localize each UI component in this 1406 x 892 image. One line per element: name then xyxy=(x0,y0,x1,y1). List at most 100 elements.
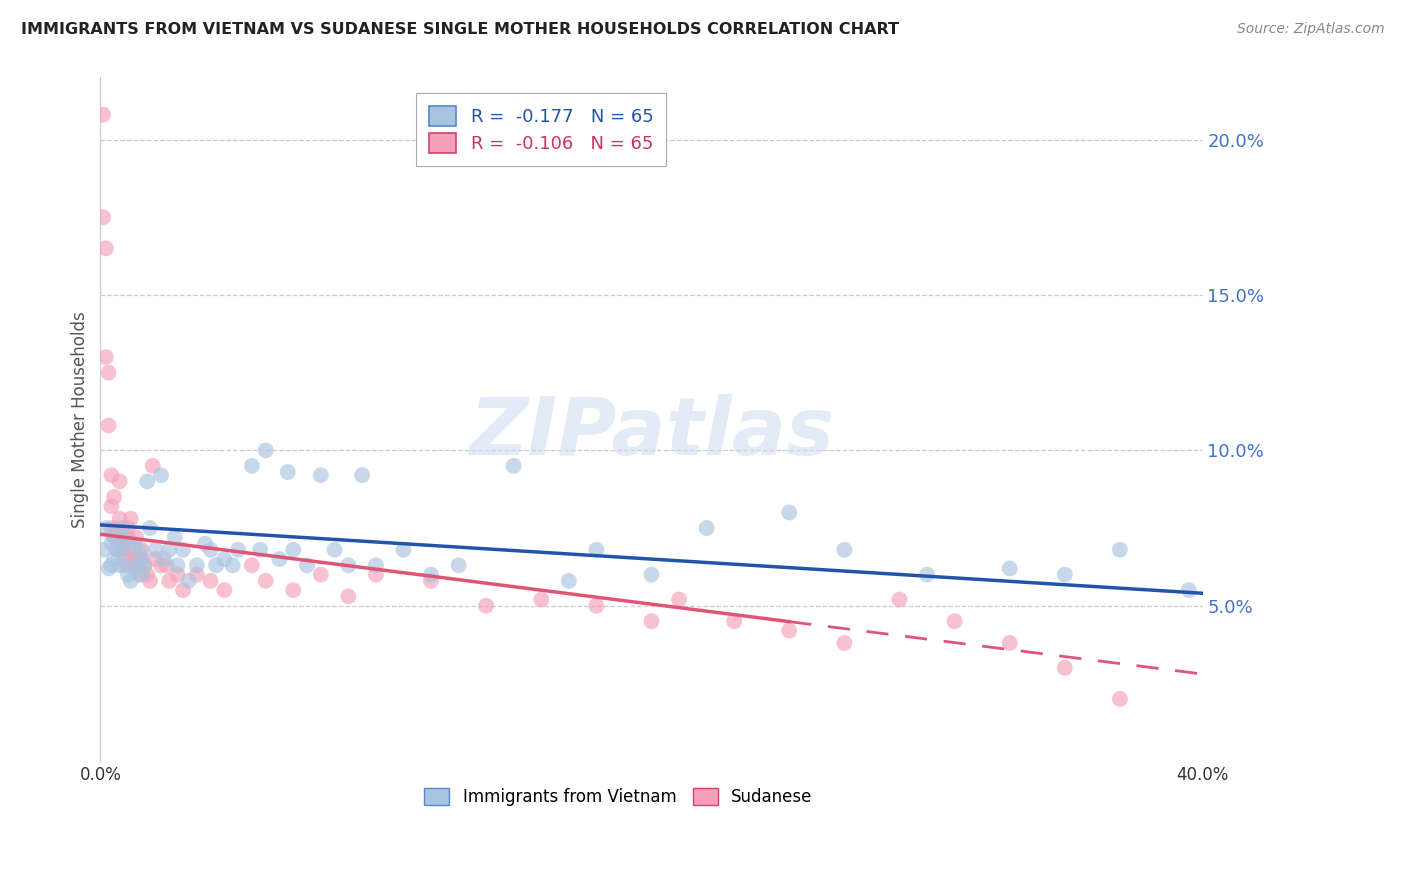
Point xyxy=(530,592,553,607)
Point xyxy=(125,552,148,566)
Point xyxy=(668,592,690,607)
Point xyxy=(194,536,217,550)
Point xyxy=(131,552,153,566)
Point xyxy=(834,542,856,557)
Point xyxy=(778,624,800,638)
Point xyxy=(205,558,228,573)
Point xyxy=(214,583,236,598)
Point xyxy=(221,558,243,573)
Point xyxy=(94,521,117,535)
Point xyxy=(122,558,145,573)
Point xyxy=(943,614,966,628)
Point xyxy=(94,241,117,255)
Point xyxy=(323,542,346,557)
Point xyxy=(778,506,800,520)
Point xyxy=(172,542,194,557)
Point xyxy=(100,500,122,514)
Point xyxy=(103,530,125,544)
Point xyxy=(723,614,745,628)
Point xyxy=(134,558,156,573)
Point xyxy=(100,558,122,573)
Point xyxy=(139,574,162,588)
Point xyxy=(337,558,360,573)
Point xyxy=(103,530,125,544)
Point xyxy=(157,542,180,557)
Point xyxy=(114,558,136,573)
Point xyxy=(114,533,136,548)
Point xyxy=(105,542,128,557)
Point xyxy=(149,558,172,573)
Text: IMMIGRANTS FROM VIETNAM VS SUDANESE SINGLE MOTHER HOUSEHOLDS CORRELATION CHART: IMMIGRANTS FROM VIETNAM VS SUDANESE SING… xyxy=(21,22,898,37)
Point xyxy=(226,542,249,557)
Point xyxy=(136,475,159,489)
Point xyxy=(214,552,236,566)
Point xyxy=(145,552,167,566)
Point xyxy=(152,552,174,566)
Point xyxy=(420,567,443,582)
Point xyxy=(889,592,911,607)
Point xyxy=(640,567,662,582)
Point xyxy=(1109,692,1132,706)
Point xyxy=(125,561,148,575)
Point xyxy=(155,558,177,573)
Point xyxy=(128,567,150,582)
Point xyxy=(149,468,172,483)
Point xyxy=(117,567,139,582)
Point xyxy=(100,536,122,550)
Point xyxy=(186,558,208,573)
Point xyxy=(283,583,305,598)
Point xyxy=(269,552,291,566)
Text: Source: ZipAtlas.com: Source: ZipAtlas.com xyxy=(1237,22,1385,37)
Legend: Immigrants from Vietnam, Sudanese: Immigrants from Vietnam, Sudanese xyxy=(416,780,821,814)
Point xyxy=(108,527,131,541)
Point xyxy=(103,552,125,566)
Point xyxy=(998,561,1021,575)
Point xyxy=(558,574,581,588)
Point xyxy=(337,590,360,604)
Point xyxy=(145,542,167,557)
Point xyxy=(108,475,131,489)
Point xyxy=(447,558,470,573)
Point xyxy=(240,458,263,473)
Point xyxy=(117,558,139,573)
Point xyxy=(295,558,318,573)
Point xyxy=(111,542,134,557)
Point xyxy=(120,511,142,525)
Point xyxy=(585,599,607,613)
Point xyxy=(91,108,114,122)
Point xyxy=(352,468,374,483)
Point xyxy=(91,211,114,225)
Point xyxy=(100,468,122,483)
Point xyxy=(94,350,117,364)
Point xyxy=(309,567,332,582)
Point xyxy=(128,542,150,557)
Point xyxy=(200,542,222,557)
Point xyxy=(105,542,128,557)
Point xyxy=(122,536,145,550)
Point xyxy=(122,542,145,557)
Point xyxy=(1053,661,1076,675)
Point xyxy=(128,558,150,573)
Point xyxy=(1053,567,1076,582)
Point xyxy=(163,530,186,544)
Point xyxy=(117,521,139,535)
Point xyxy=(139,521,162,535)
Point xyxy=(364,558,387,573)
Point xyxy=(100,521,122,535)
Y-axis label: Single Mother Households: Single Mother Households xyxy=(72,311,89,528)
Point xyxy=(91,542,114,557)
Point xyxy=(117,530,139,544)
Point xyxy=(254,443,277,458)
Point xyxy=(111,542,134,557)
Point xyxy=(131,552,153,566)
Point xyxy=(134,558,156,573)
Point xyxy=(1109,542,1132,557)
Point xyxy=(254,574,277,588)
Point xyxy=(834,636,856,650)
Point xyxy=(172,583,194,598)
Point xyxy=(200,574,222,588)
Point xyxy=(131,542,153,557)
Point xyxy=(696,521,718,535)
Point xyxy=(166,558,188,573)
Point xyxy=(97,366,120,380)
